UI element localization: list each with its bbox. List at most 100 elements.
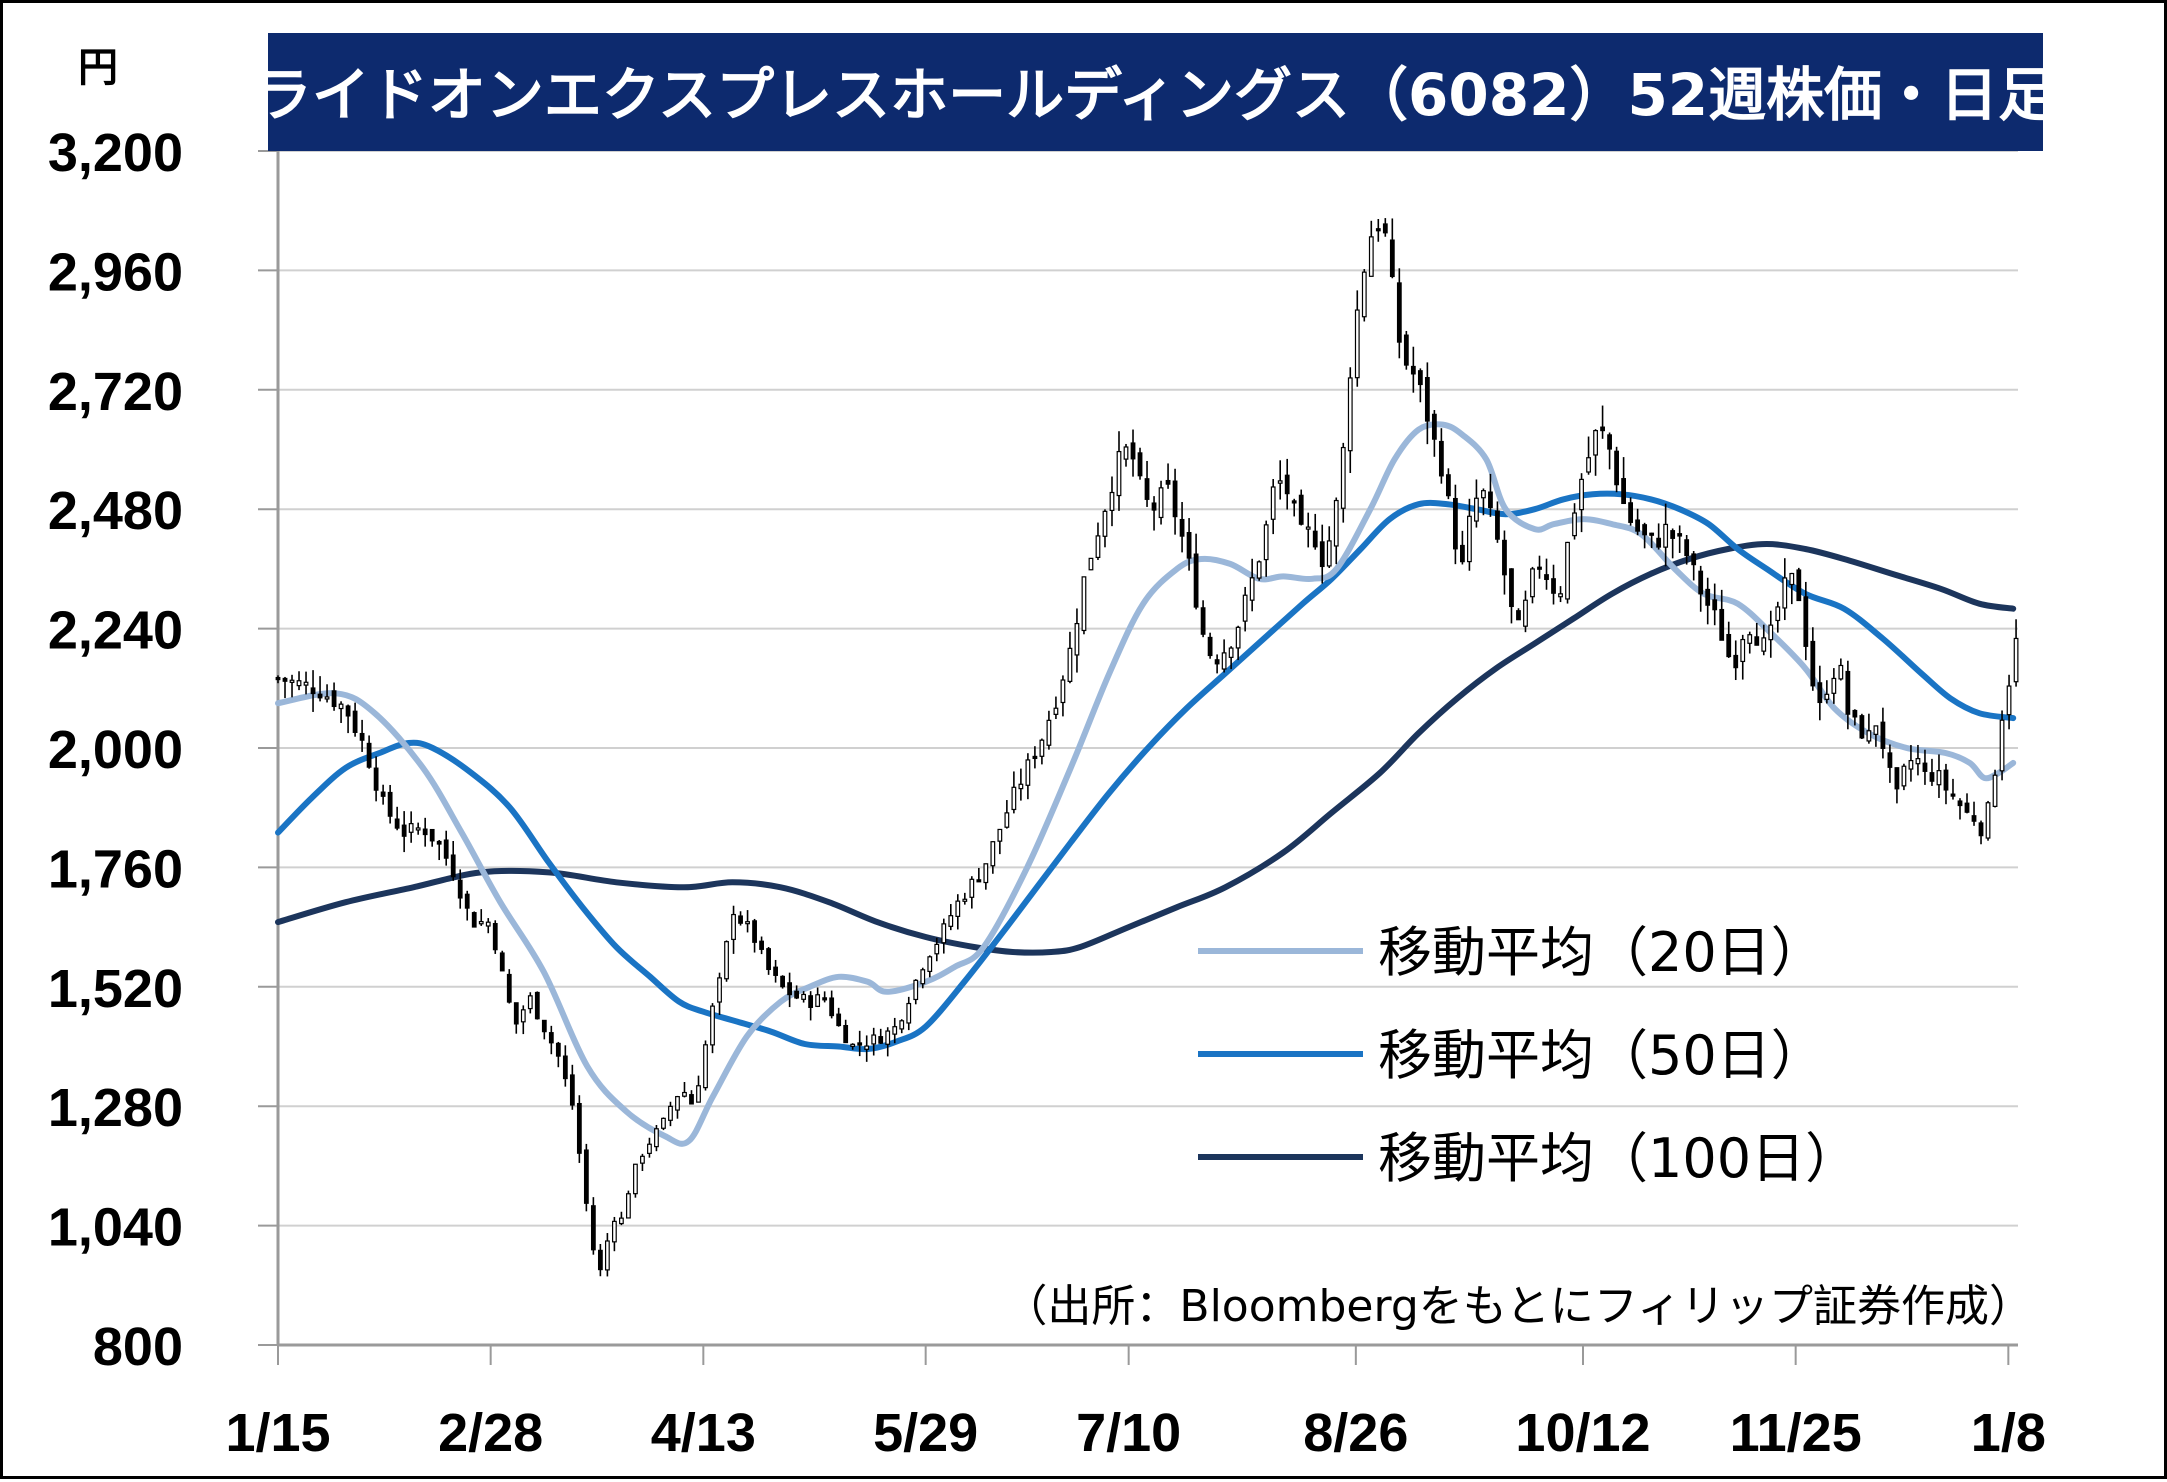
candle-body (1123, 446, 1129, 460)
candle-body (1424, 377, 1430, 422)
legend-label-ma20: 移動平均（20日） (1378, 921, 1825, 984)
candle-body (1880, 721, 1886, 749)
candle-body (1242, 594, 1248, 622)
candlestick-series (275, 218, 2019, 1277)
candle-body (1305, 526, 1311, 530)
candle-body (1726, 633, 1732, 658)
candle-body (310, 687, 316, 695)
candle-body (534, 991, 540, 1020)
candle-body (787, 982, 793, 996)
candle-body (345, 705, 351, 717)
candle-body (731, 913, 736, 941)
candle-body (1221, 652, 1227, 670)
candle-body (1607, 434, 1612, 450)
ma20-line (275, 421, 2017, 1147)
candle-body (773, 966, 778, 976)
candle-body (941, 923, 947, 944)
candle-body (1684, 539, 1690, 557)
candle-body (1999, 719, 2005, 772)
axes (276, 151, 2018, 1365)
candle-body (654, 1128, 659, 1148)
candle-body (1950, 793, 1956, 797)
candle-body (619, 1217, 624, 1225)
candle-body (1207, 636, 1213, 657)
candle-body (520, 1009, 526, 1023)
candle-body (499, 952, 505, 972)
candle-body (1137, 452, 1143, 477)
candle-body (794, 990, 800, 999)
candle-body (1964, 802, 1970, 813)
candle-body (1004, 812, 1010, 828)
candle-body (1831, 677, 1837, 694)
candle-body (296, 680, 302, 687)
candle-body (1747, 634, 1753, 644)
candle-body (457, 879, 463, 899)
candle-body (682, 1091, 687, 1097)
candle-body (857, 1042, 863, 1046)
candle-body (899, 1020, 905, 1030)
y-tick-label: 800 (93, 1317, 183, 1377)
candle-body (1859, 715, 1865, 739)
candle-body (317, 693, 323, 699)
x-tick-label: 2/28 (438, 1403, 543, 1463)
y-tick-label: 2,000 (48, 720, 183, 780)
candle-body (1228, 647, 1234, 658)
candle-body (1298, 494, 1304, 525)
x-tick-label: 11/25 (1730, 1403, 1862, 1463)
candle-body (983, 863, 989, 884)
candle-body (1810, 640, 1816, 687)
candle-body (808, 995, 814, 1008)
candle-body (1046, 719, 1052, 746)
candle-body (408, 823, 414, 833)
candle-body (1109, 491, 1115, 512)
candle-body (1319, 541, 1325, 568)
candle-body (338, 703, 344, 710)
candle-body (1144, 478, 1150, 500)
x-tick-label: 5/29 (873, 1403, 978, 1463)
candle-body (962, 898, 968, 902)
candle-body (1186, 532, 1192, 559)
candle-body (1894, 767, 1900, 790)
candle-body (1445, 474, 1451, 497)
ma50-series (275, 490, 2017, 1053)
candle-body (885, 1030, 891, 1045)
candle-body (1551, 578, 1556, 594)
candle-body (1074, 622, 1080, 656)
candle-body (1943, 769, 1949, 791)
candle-body (1614, 450, 1619, 486)
candle-body (373, 767, 379, 791)
chart-title: ライドオンエクスプレスホールディングス（6082）52週株価・日足 (254, 61, 2056, 129)
candle-body (415, 827, 421, 831)
candle-body (1158, 487, 1164, 519)
y-tick-label: 2,480 (48, 481, 183, 541)
y-tick-label: 2,720 (48, 362, 183, 422)
candle-body (1915, 758, 1921, 765)
candle-body (380, 791, 386, 797)
candle-body (1403, 334, 1409, 366)
candle-body (1838, 664, 1844, 680)
candle-body (2013, 637, 2019, 683)
candle-body (1431, 413, 1437, 440)
candle-body (1817, 682, 1823, 704)
candle-body (604, 1240, 610, 1271)
candle-body (366, 742, 372, 768)
candle-body (1053, 707, 1059, 715)
candle-body (1438, 440, 1444, 477)
candle-body (1635, 519, 1641, 532)
candle-body (710, 1005, 715, 1046)
candle-body (1179, 518, 1185, 537)
candle-body (1347, 377, 1353, 452)
candle-body (1719, 608, 1725, 641)
candle-body (1957, 800, 1963, 807)
candle-body (583, 1149, 589, 1204)
candle-body (1782, 577, 1788, 609)
candle-body (997, 828, 1003, 842)
candle-body (1649, 532, 1655, 536)
candle-body (1978, 822, 1984, 837)
candle-body (1705, 588, 1711, 606)
candle-body (1866, 730, 1872, 742)
candle-body (1698, 570, 1704, 595)
ma50-line (275, 490, 2017, 1053)
candle-body (934, 943, 940, 955)
y-tick-label: 1,520 (48, 959, 183, 1019)
